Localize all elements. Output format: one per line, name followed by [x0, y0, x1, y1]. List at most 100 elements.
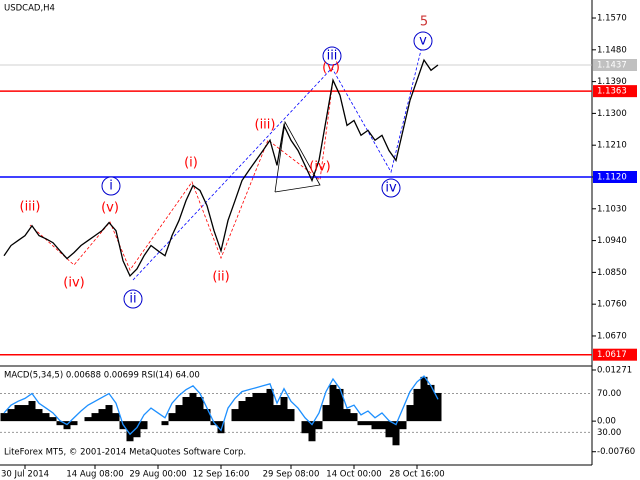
wave-label: (iv)	[63, 276, 84, 291]
wave-label: (i)	[184, 156, 198, 171]
wave-label: (ii)	[212, 270, 229, 285]
bar	[371, 421, 379, 430]
line	[3, 375, 439, 436]
bar	[161, 421, 169, 426]
bar	[378, 421, 386, 430]
wave-label: ii	[129, 292, 136, 307]
bar	[84, 417, 92, 422]
y-tick-label: 1.1480	[597, 45, 627, 55]
bar	[217, 421, 225, 434]
bar	[427, 384, 435, 422]
bar	[350, 413, 358, 422]
bar	[14, 405, 22, 422]
bar	[126, 421, 134, 442]
y-tick-label: 0.01271	[597, 365, 632, 375]
y-tick-label: 1.1390	[597, 77, 627, 87]
bar	[357, 421, 365, 426]
bar	[28, 401, 36, 422]
y-tick-label: 1.0760	[597, 300, 627, 310]
bar	[259, 392, 267, 422]
wave-circle	[381, 178, 401, 198]
bar	[399, 421, 407, 430]
wave-label: (iii)	[20, 200, 41, 215]
bar	[42, 413, 50, 422]
bar	[308, 421, 316, 442]
level-tag	[593, 170, 637, 183]
bar	[133, 421, 141, 438]
x-tick-label: 30 Jul 2014	[1, 470, 49, 480]
bar	[385, 421, 393, 438]
y-tick-label: 1.1570	[597, 14, 627, 24]
wave-circle	[101, 176, 121, 196]
wave-line	[132, 41, 424, 281]
y-tick-label: 0.00	[597, 417, 616, 427]
bar	[392, 421, 400, 446]
wave-circle	[123, 289, 143, 309]
trend-lines	[29, 41, 424, 281]
bar	[434, 392, 442, 422]
wave-label: iv	[385, 181, 397, 196]
wave-label: (iii)	[255, 118, 276, 133]
bar	[336, 388, 344, 422]
footer: LiteForex MT5, © 2001-2014 MetaQuotes So…	[4, 448, 246, 458]
y-tick-label: 1.1030	[597, 204, 627, 214]
y2-tick-label: 30.00	[597, 428, 621, 438]
level-tag	[593, 348, 637, 361]
bar	[343, 409, 351, 422]
bar	[322, 405, 330, 422]
bar	[168, 413, 176, 422]
bar	[364, 421, 372, 426]
triangle	[274, 120, 321, 193]
y-tick-label: 1.1300	[597, 109, 627, 119]
level-tag	[593, 85, 637, 98]
y2-tick-label: 70.00	[597, 389, 621, 399]
wave-label: i	[109, 179, 113, 194]
bar	[49, 417, 57, 422]
bar	[91, 413, 99, 422]
bar	[35, 409, 43, 422]
level-tag	[593, 59, 637, 72]
bar	[231, 409, 239, 422]
wave-label: (v)	[101, 201, 119, 216]
bar	[140, 421, 148, 430]
bar	[182, 396, 190, 422]
level-label: 1.1363	[597, 87, 627, 97]
y-tick-label: -0.00760	[597, 447, 635, 457]
chart-title: USDCAD,H4	[4, 4, 55, 14]
x-tick-label: 12 Sep 16:00	[193, 470, 250, 480]
wave-circle	[413, 31, 433, 51]
x-tick-label: 29 Aug 00:00	[129, 470, 186, 480]
wave-circle	[322, 46, 342, 66]
bar	[196, 396, 204, 422]
wave-label: iii	[327, 49, 338, 64]
bar	[245, 396, 253, 422]
level-label: 1.0617	[597, 350, 627, 360]
x-tick-label: 14 Oct 00:00	[326, 470, 381, 480]
bar	[413, 388, 421, 422]
bar	[175, 405, 183, 422]
bar	[112, 413, 120, 422]
indicator-title: MACD(5,34,5) 0.00688 0.00699 RSI(14) 64.…	[4, 371, 200, 381]
level-label: 1.1437	[597, 61, 627, 71]
x-tick-label: 14 Aug 08:00	[66, 470, 123, 480]
y-tick-label: 1.0850	[597, 268, 627, 278]
line	[3, 58, 439, 278]
bar	[238, 401, 246, 422]
bar	[287, 409, 295, 422]
y-tick-label: 1.1210	[597, 141, 627, 151]
bar	[252, 392, 260, 422]
wave-label: 5	[420, 15, 428, 30]
wave-label: v	[419, 34, 427, 49]
bar	[7, 409, 15, 422]
bar	[420, 376, 428, 422]
bar	[203, 409, 211, 422]
bar	[98, 409, 106, 422]
bar	[280, 396, 288, 422]
bar	[266, 388, 274, 422]
bar	[273, 405, 281, 422]
bar	[0, 413, 8, 422]
x-tick-label: 29 Sep 08:00	[263, 470, 320, 480]
bar	[301, 421, 309, 434]
